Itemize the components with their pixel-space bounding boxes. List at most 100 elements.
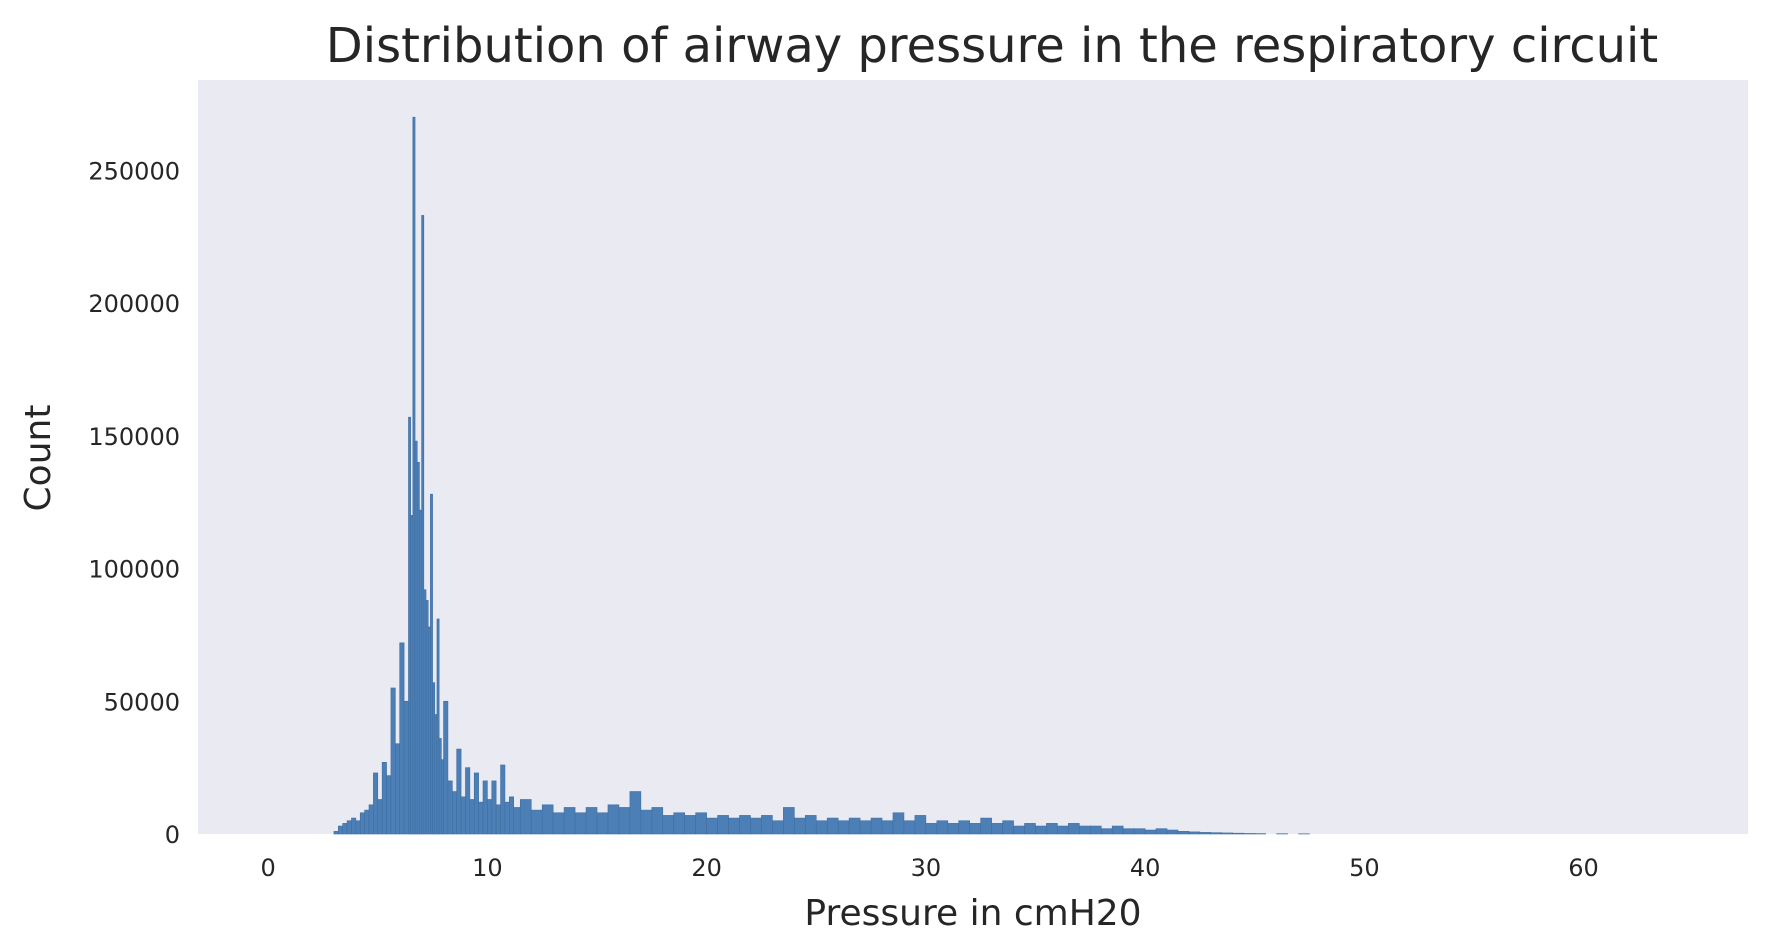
histogram-bar [495, 804, 501, 835]
histogram-bar [441, 759, 444, 835]
histogram-bar [1221, 832, 1234, 835]
histogram-bar [1188, 831, 1201, 835]
histogram-bar [761, 815, 773, 835]
histogram-bar [585, 807, 598, 835]
histogram-bar [881, 820, 894, 835]
y-axis-ticks: 0 50000 100000 150000 200000 250000 [88, 157, 180, 849]
histogram-bar [465, 767, 471, 835]
histogram-bar [794, 817, 806, 835]
histogram-bar [1199, 832, 1212, 835]
histogram-bar [980, 817, 992, 835]
histogram-bar [772, 820, 784, 835]
histogram-bar [596, 812, 609, 835]
histogram-bar [351, 817, 357, 835]
histogram-bar [421, 215, 425, 835]
histogram-bar [739, 815, 751, 835]
histogram-bar [991, 823, 1003, 835]
histogram-bar [1035, 825, 1047, 835]
histogram-bar [892, 812, 905, 835]
histogram-bar [1013, 825, 1025, 835]
x-tick-label: 30 [911, 854, 942, 882]
histogram-bar [473, 772, 479, 835]
histogram-bar [447, 780, 453, 835]
histogram-bar [390, 687, 396, 835]
histogram-bar [460, 796, 466, 835]
histogram-bar [377, 799, 383, 835]
histogram-bar [947, 823, 960, 835]
histogram-bar [423, 589, 427, 835]
histogram-bar [728, 817, 740, 835]
histogram-bar [1243, 833, 1256, 835]
histogram-bar [500, 764, 506, 835]
histogram-bars [333, 116, 1310, 835]
histogram-bar [607, 804, 620, 835]
histogram-bar [1210, 832, 1223, 835]
histogram-bar [359, 812, 365, 835]
histogram-bar [629, 791, 642, 835]
x-tick-label: 60 [1568, 854, 1599, 882]
histogram-bar [333, 831, 339, 835]
x-tick-label: 20 [691, 854, 722, 882]
histogram-bar [706, 817, 718, 835]
y-tick-label: 100000 [88, 556, 180, 584]
histogram-bar [427, 626, 431, 835]
histogram-bar [695, 812, 707, 835]
histogram-bar [416, 462, 420, 835]
histogram-bar [936, 820, 949, 835]
histogram-bar [837, 820, 850, 835]
histogram-bar [717, 815, 729, 835]
x-tick-label: 50 [1349, 854, 1380, 882]
histogram-bar [1155, 828, 1168, 835]
histogram-bar [414, 440, 418, 835]
histogram-bar [419, 509, 422, 835]
y-tick-label: 0 [165, 821, 180, 849]
histogram-bar [1166, 829, 1179, 835]
histogram-bar [1002, 820, 1014, 835]
histogram-bar [355, 820, 361, 835]
x-tick-label: 0 [261, 854, 276, 882]
histogram-bar [1046, 823, 1058, 835]
histogram-bar [804, 815, 817, 835]
histogram-bar [1144, 829, 1157, 835]
histogram-bar [958, 820, 971, 835]
histogram-bar [1068, 823, 1080, 835]
y-tick-label: 150000 [88, 423, 180, 451]
histogram-bar [684, 815, 696, 835]
x-tick-label: 10 [472, 854, 503, 882]
histogram-bar [338, 825, 343, 835]
histogram-bar [870, 817, 883, 835]
histogram-bar [1024, 823, 1036, 835]
histogram-bar [491, 780, 497, 835]
histogram-bar [783, 807, 795, 835]
y-axis-label: Count [18, 405, 59, 512]
histogram-bar [395, 743, 400, 835]
x-axis-ticks: 0 10 20 30 40 50 60 [261, 854, 1599, 882]
x-tick-label: 40 [1130, 854, 1161, 882]
histogram-bar [408, 416, 411, 835]
histogram-bar [541, 804, 554, 835]
histogram-bar [342, 823, 348, 835]
histogram-bar [903, 820, 916, 835]
histogram-bar [1232, 832, 1245, 835]
histogram-bar [438, 738, 442, 835]
histogram-bar [482, 780, 488, 835]
histogram-bar [1122, 828, 1135, 835]
plot-background [198, 80, 1748, 834]
histogram-bar [436, 618, 440, 835]
histogram-bar [403, 700, 409, 835]
histogram-bar [504, 801, 510, 835]
histogram-bar [509, 796, 515, 835]
x-axis-label: Pressure in cmH20 [804, 893, 1141, 934]
histogram-bar [925, 823, 938, 835]
histogram-bar [410, 515, 414, 835]
histogram-bar [1057, 825, 1069, 835]
histogram-bar [673, 812, 685, 835]
histogram-bar [443, 700, 449, 835]
histogram-bar [815, 820, 828, 835]
histogram-bar [651, 807, 664, 835]
histogram-bar [1100, 828, 1113, 835]
histogram-bar [425, 600, 429, 835]
histogram-bar [563, 807, 576, 835]
histogram-bar [364, 809, 370, 835]
histogram-bar [750, 817, 762, 835]
